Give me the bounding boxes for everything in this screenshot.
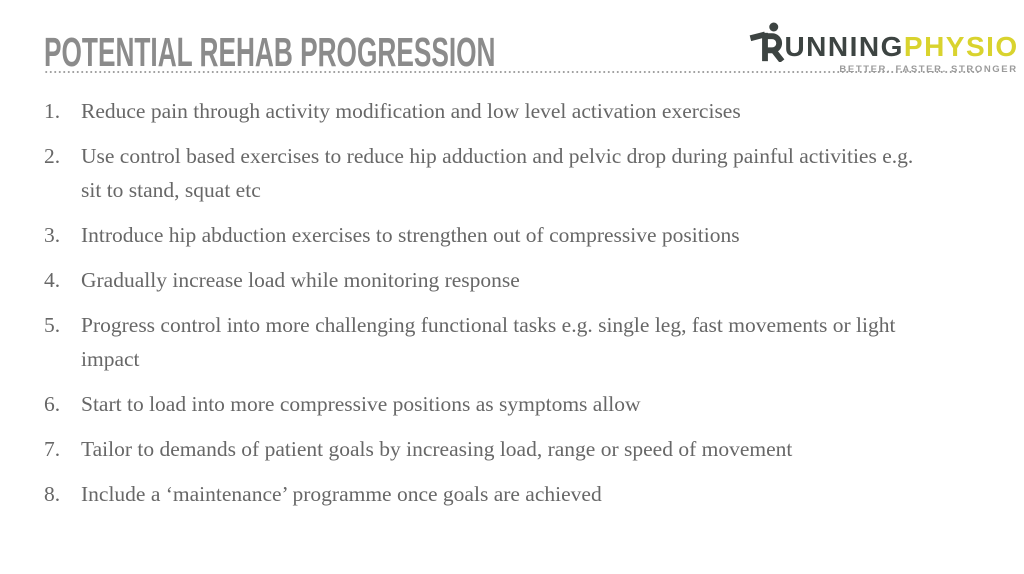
runner-r-icon <box>750 22 785 62</box>
list-item: 7. Tailor to demands of patient goals by… <box>44 432 980 466</box>
list-item-text: Reduce pain through activity modificatio… <box>81 99 741 123</box>
list-item: 3. Introduce hip abduction exercises to … <box>44 218 980 252</box>
dotted-divider <box>44 71 980 73</box>
list-item-number: 8. <box>44 482 61 506</box>
list-item: 6. Start to load into more compressive p… <box>44 387 980 421</box>
list-item: 8. Include a ‘maintenance’ programme onc… <box>44 477 980 511</box>
list-item-text: Include a ‘maintenance’ programme once g… <box>81 482 602 506</box>
list-item-number: 3. <box>44 223 61 247</box>
runningphysio-logo: UNNING PHYSIO BETTER. FASTER. STRONGER <box>749 22 1018 75</box>
list-item-number: 4. <box>44 268 61 292</box>
list-item: 5. Progress control into more challengin… <box>44 308 980 376</box>
brand-tagline: BETTER. FASTER. STRONGER <box>839 64 1018 75</box>
list-item-text: Use control based exercises to reduce hi… <box>81 144 914 202</box>
list-item: 4. Gradually increase load while monitor… <box>44 263 980 297</box>
list-item-text: Start to load into more compressive posi… <box>81 392 641 416</box>
brand-text-running: UNNING <box>784 31 904 62</box>
list-item-number: 6. <box>44 392 61 416</box>
list-item-text: Gradually increase load while monitoring… <box>81 268 520 292</box>
page-title: POTENTIAL REHAB PROGRESSION <box>44 29 496 75</box>
list-item-text: Tailor to demands of patient goals by in… <box>81 437 793 461</box>
brand-text-physio: PHYSIO <box>903 31 1019 62</box>
list-item: 1. Reduce pain through activity modifica… <box>44 94 980 128</box>
logo-wordmark: UNNING PHYSIO <box>749 22 1019 62</box>
slide-header: POTENTIAL REHAB PROGRESSION UNNING PHYSI… <box>44 0 1017 75</box>
list-item: 2. Use control based exercises to reduce… <box>44 139 980 207</box>
list-item-number: 2. <box>44 144 61 168</box>
list-item-number: 1. <box>44 99 61 123</box>
list-item-text: Introduce hip abduction exercises to str… <box>81 223 740 247</box>
list-item-text: Progress control into more challenging f… <box>81 313 896 371</box>
list-item-number: 5. <box>44 313 61 337</box>
list-item-number: 7. <box>44 437 61 461</box>
rehab-progression-list: 1. Reduce pain through activity modifica… <box>44 94 980 511</box>
